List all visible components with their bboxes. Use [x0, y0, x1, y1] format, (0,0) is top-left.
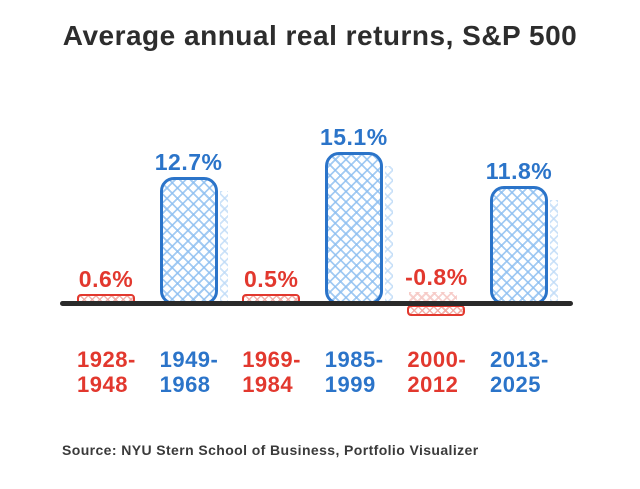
source-note: Source: NYU Stern School of Business, Po…: [62, 442, 479, 458]
category-label: 1985- 1999: [324, 347, 384, 397]
category-label: 2000- 2012: [407, 347, 467, 397]
category-label: 1949- 1968: [159, 347, 219, 397]
bar-1949-1968: [159, 176, 218, 305]
category-label: 1928- 1948: [77, 347, 136, 397]
chart-title: Average annual real returns, S&P 500: [62, 20, 578, 51]
bar-1985-1999: [324, 152, 383, 305]
sketch-bleed: [219, 190, 228, 301]
category-label: 1969- 1984: [242, 347, 301, 397]
sketch-bleed: [384, 166, 393, 301]
bar-2000-2012: [407, 305, 466, 316]
sketch-bleed: [550, 199, 558, 301]
value-label: -0.8%: [405, 264, 468, 290]
category-label: 2013- 2025: [490, 347, 549, 397]
value-label: 15.1%: [319, 124, 388, 151]
value-label: 11.8%: [485, 157, 553, 184]
bar-2013-2025: [490, 185, 548, 305]
value-label: 12.7%: [154, 148, 223, 175]
value-label: 0.6%: [78, 266, 134, 292]
sketch-bleed: [409, 292, 458, 303]
x-axis-baseline: [60, 301, 573, 306]
value-label: 0.5%: [243, 266, 299, 292]
